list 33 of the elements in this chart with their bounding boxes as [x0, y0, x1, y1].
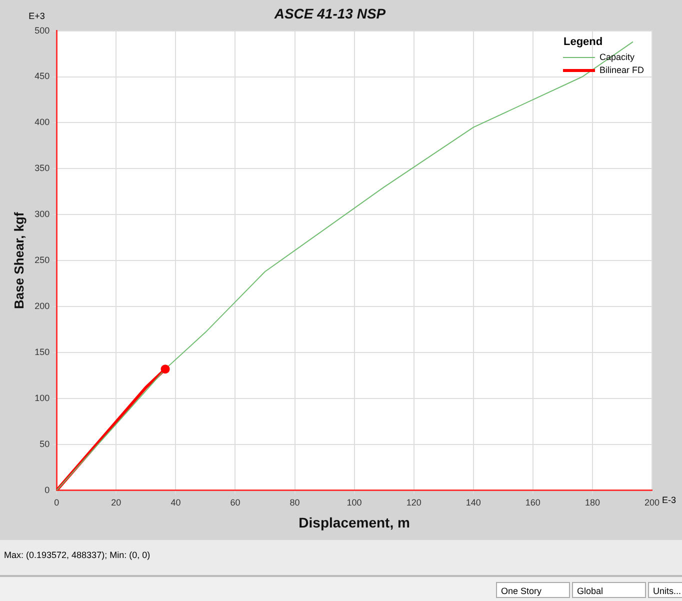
legend-label: Bilinear FD: [599, 65, 644, 76]
y-tick-label: 100: [34, 392, 50, 403]
y-tick-label: 0: [44, 484, 50, 495]
y-tick-label: 300: [34, 209, 50, 220]
y-tick-label: 200: [34, 301, 50, 312]
text: E+3: [28, 10, 45, 21]
x-tick-label: 120: [406, 497, 422, 508]
y-tick-label: 500: [34, 25, 50, 36]
x-tick-label: 80: [290, 497, 300, 508]
x-tick-label: 0: [54, 497, 60, 508]
x-tick-label: 20: [111, 497, 122, 508]
dropdown: One Story: [496, 582, 570, 598]
legend-title: Legend: [563, 36, 604, 48]
y-tick-label: 400: [34, 117, 50, 128]
button: Units...: [648, 582, 682, 598]
x-tick-label: 100: [346, 497, 362, 508]
x-tick-label: 180: [584, 497, 600, 508]
text: E-3: [662, 495, 676, 506]
y-axis-title: Base Shear, kgf: [11, 212, 26, 310]
y-tick-label: 350: [34, 163, 50, 174]
x-axis-title: Displacement, m: [298, 514, 410, 530]
y-tick-label: 250: [34, 255, 50, 266]
y-tick-label: 150: [34, 347, 50, 358]
x-tick-label: 60: [230, 497, 240, 508]
x-tick-label: 40: [170, 497, 181, 508]
y-tick-label: 50: [40, 438, 50, 449]
y-tick-label: 450: [34, 71, 50, 82]
x-tick-label: 160: [525, 497, 540, 508]
x-tick-label: 140: [466, 497, 481, 508]
chart-title: ASCE 41-13 NSP: [273, 5, 386, 22]
x-tick-label: 200: [644, 497, 660, 508]
dropdown: Global: [572, 582, 646, 598]
text: Max: (0.193572, 488337); Min: (0, 0): [4, 550, 150, 560]
